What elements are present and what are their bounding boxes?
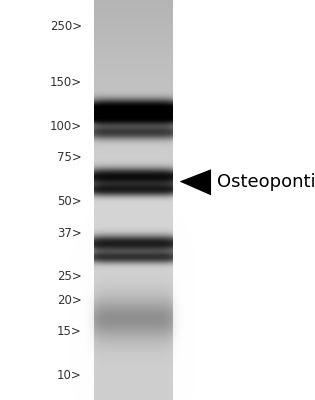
Text: 150>: 150> <box>50 76 82 89</box>
Text: 250>: 250> <box>50 20 82 33</box>
Text: 100>: 100> <box>50 120 82 133</box>
Polygon shape <box>180 169 211 195</box>
Text: 50>: 50> <box>57 195 82 208</box>
Text: 37>: 37> <box>57 228 82 240</box>
Text: 25>: 25> <box>57 270 82 283</box>
Text: 20>: 20> <box>57 294 82 307</box>
Text: 75>: 75> <box>57 151 82 164</box>
Text: 15>: 15> <box>57 325 82 338</box>
Text: 10>: 10> <box>57 369 82 382</box>
Text: Osteopontin: Osteopontin <box>217 172 315 190</box>
